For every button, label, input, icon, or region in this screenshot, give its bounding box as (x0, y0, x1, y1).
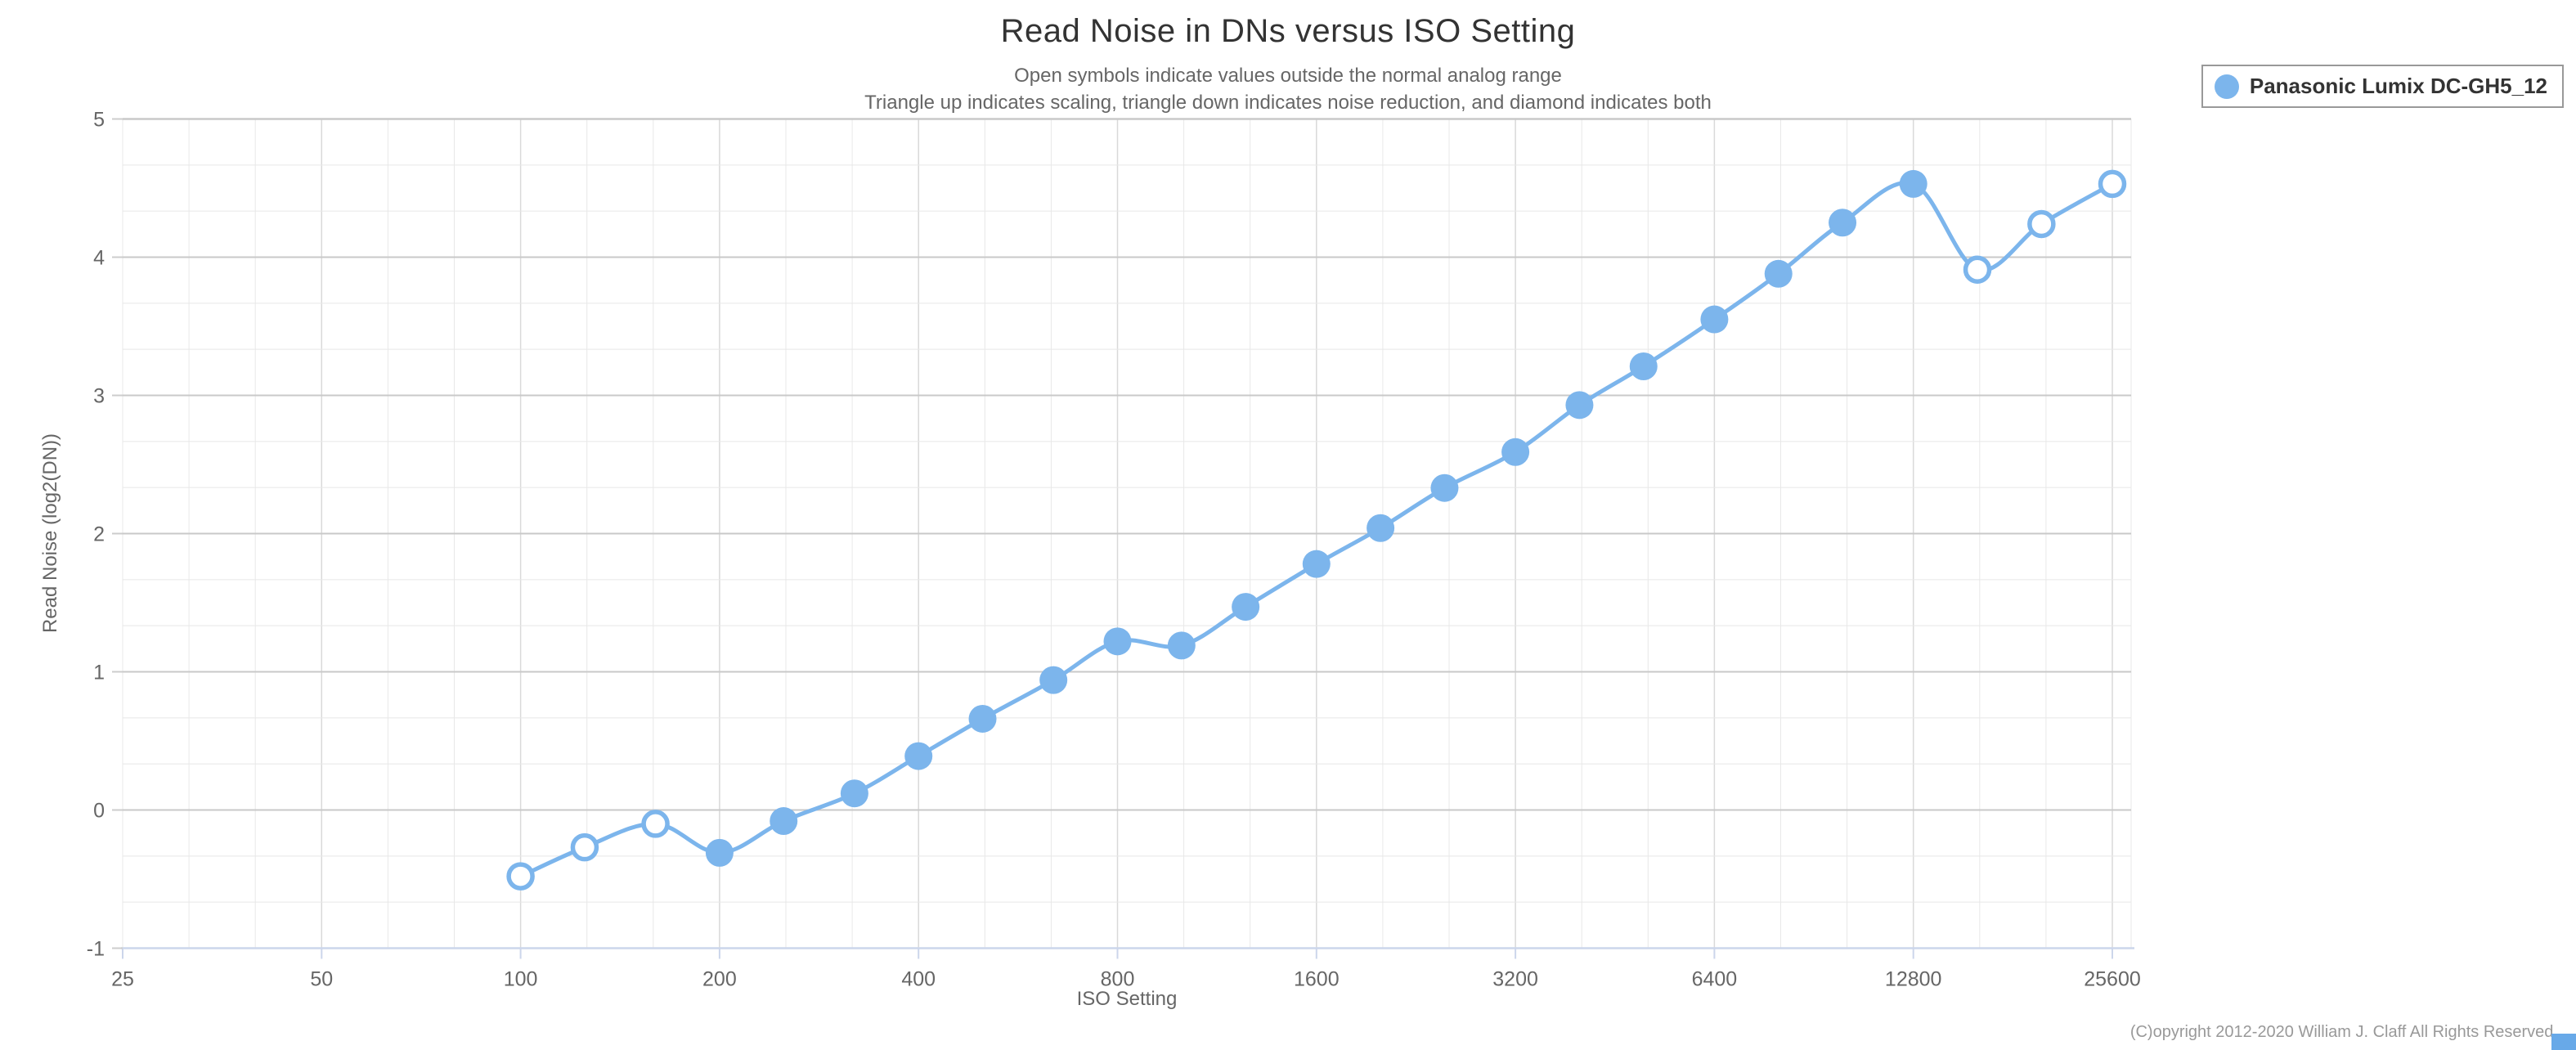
x-tick-label: 1600 (1294, 968, 1340, 991)
data-point-open[interactable] (641, 810, 670, 838)
legend-item-panasonic-lumix-dc-gh5-12[interactable]: Panasonic Lumix DC-GH5_12 (2214, 74, 2547, 99)
x-tick-label: 100 (504, 968, 538, 991)
data-point[interactable] (968, 704, 997, 733)
data-point-open[interactable] (2027, 209, 2056, 239)
data-point[interactable] (904, 742, 933, 770)
data-point[interactable] (840, 779, 868, 808)
data-point[interactable] (1700, 305, 1729, 334)
x-tick-label: 400 (901, 968, 936, 991)
y-tick-label: 2 (93, 523, 105, 546)
x-axis-title: ISO Setting (1076, 988, 1178, 1010)
y-tick-label: 3 (93, 385, 105, 408)
x-tick-label: 12800 (1885, 968, 1942, 991)
chart-subtitle: Open symbols indicate values outside the… (0, 62, 2576, 116)
data-point[interactable] (1302, 550, 1331, 578)
data-point[interactable] (1501, 438, 1530, 466)
corner-blue-artifact (2551, 1034, 2576, 1050)
data-point[interactable] (1829, 209, 1857, 237)
x-tick-label: 200 (702, 968, 737, 991)
data-point[interactable] (1167, 631, 1196, 660)
legend: Panasonic Lumix DC-GH5_12 (2201, 65, 2564, 108)
x-tick-label: 25600 (2084, 968, 2141, 991)
data-point[interactable] (1899, 169, 1928, 198)
chart-title: Read Noise in DNs versus ISO Setting (1000, 13, 1576, 49)
data-point[interactable] (1565, 391, 1594, 420)
y-tick-label: 5 (93, 109, 105, 132)
series-marker-icon (2214, 74, 2239, 99)
copyright-text: (C)opyright 2012-2020 William J. Claff A… (2129, 1023, 2558, 1041)
x-tick-label: 50 (310, 968, 333, 991)
data-point[interactable] (1629, 352, 1658, 381)
data-point[interactable] (1764, 259, 1793, 288)
data-point[interactable] (770, 807, 798, 836)
x-tick-label: 800 (1101, 968, 1135, 991)
y-tick-label: 1 (93, 662, 105, 684)
legend-item-label: Panasonic Lumix DC-GH5_12 (2249, 74, 2547, 98)
x-tick-label: 25 (111, 968, 134, 991)
data-point-open[interactable] (1963, 255, 1992, 284)
x-tick-label: 6400 (1692, 968, 1738, 991)
data-point-open[interactable] (2098, 169, 2127, 199)
subtitle-line-2: Triangle up indicates scaling, triangle … (864, 92, 1712, 114)
data-point[interactable] (1430, 473, 1459, 502)
data-point[interactable] (1232, 593, 1260, 621)
y-tick-label: -1 (87, 938, 105, 961)
data-point[interactable] (1039, 666, 1068, 694)
data-point[interactable] (1367, 514, 1395, 542)
data-point[interactable] (705, 838, 734, 867)
x-tick-label: 3200 (1492, 968, 1538, 991)
subtitle-line-1: Open symbols indicate values outside the… (1014, 65, 1562, 87)
data-point-open[interactable] (570, 832, 599, 862)
data-point[interactable] (1103, 627, 1132, 656)
y-tick-label: 0 (93, 800, 105, 823)
data-point-open[interactable] (506, 862, 535, 891)
y-tick-label: 4 (93, 247, 105, 270)
